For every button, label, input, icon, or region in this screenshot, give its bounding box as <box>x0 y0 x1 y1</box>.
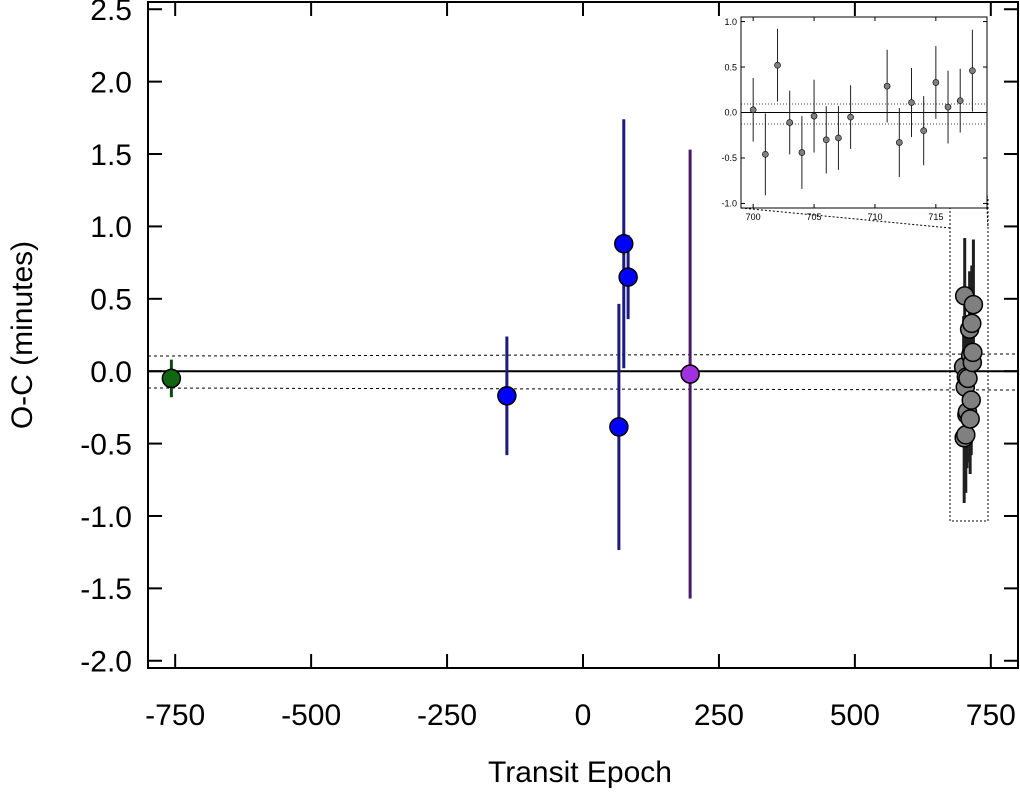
x-tick-label: 715 <box>928 212 943 222</box>
y-tick-label: -0.5 <box>80 428 132 461</box>
y-tick-label: 0.0 <box>724 108 737 118</box>
point <box>963 294 984 315</box>
x-tick-label: 250 <box>694 699 744 732</box>
point <box>956 425 976 445</box>
point <box>956 97 964 104</box>
point <box>896 139 903 146</box>
y-tick-label: -2.0 <box>80 646 132 679</box>
x-axis-title: Transit Epoch <box>488 756 672 789</box>
point <box>774 61 781 69</box>
y-tick-label: 1.5 <box>90 139 132 172</box>
point <box>609 417 629 437</box>
x-tick-label: -750 <box>145 699 205 732</box>
point <box>969 67 976 74</box>
point <box>835 134 842 142</box>
x-tick-label: 500 <box>830 699 880 732</box>
point <box>614 234 634 254</box>
zoom-connector <box>740 207 951 229</box>
y-tick-label: -1.0 <box>80 501 132 534</box>
point <box>497 386 517 406</box>
x-tick-label: 0 <box>575 699 592 732</box>
point <box>847 113 854 121</box>
y-tick-label: -1.0 <box>721 199 737 209</box>
y-tick-label: 1.0 <box>724 17 737 27</box>
point <box>749 106 757 114</box>
y-tick-label: 0.5 <box>724 62 737 72</box>
point <box>161 368 182 389</box>
point <box>883 82 891 90</box>
point <box>958 368 978 389</box>
x-tick-label: 700 <box>746 212 761 222</box>
point <box>920 127 927 134</box>
y-tick-label: -0.5 <box>721 153 737 163</box>
y-tick-label: 0.5 <box>90 284 132 317</box>
y-tick-label: 2.0 <box>90 66 132 99</box>
point <box>822 136 830 144</box>
point <box>962 313 982 334</box>
point <box>961 390 981 410</box>
x-tick-label: -250 <box>417 699 477 732</box>
y-axis-title: O-C (minutes) <box>6 241 39 429</box>
x-tick-label: 710 <box>867 212 882 222</box>
x-tick-label: -500 <box>281 699 341 732</box>
point <box>810 112 818 120</box>
point <box>680 364 700 384</box>
point <box>963 342 983 363</box>
y-tick-label: -1.5 <box>80 573 132 606</box>
y-tick-label: 2.5 <box>90 0 132 27</box>
zoom-box <box>949 196 989 522</box>
band-line <box>147 353 1019 357</box>
point <box>786 119 794 126</box>
point <box>908 99 915 106</box>
point <box>798 149 806 156</box>
zoom-connector <box>986 207 989 229</box>
y-tick-label: 1.0 <box>90 211 132 244</box>
point <box>944 103 952 111</box>
y-tick-label: 0.0 <box>90 356 132 389</box>
point <box>960 409 980 429</box>
x-tick-label: 750 <box>966 699 1016 732</box>
x-tick-label: 705 <box>807 212 822 222</box>
band-line <box>147 387 1019 391</box>
point <box>618 267 638 287</box>
point <box>932 79 940 86</box>
point <box>762 151 769 158</box>
